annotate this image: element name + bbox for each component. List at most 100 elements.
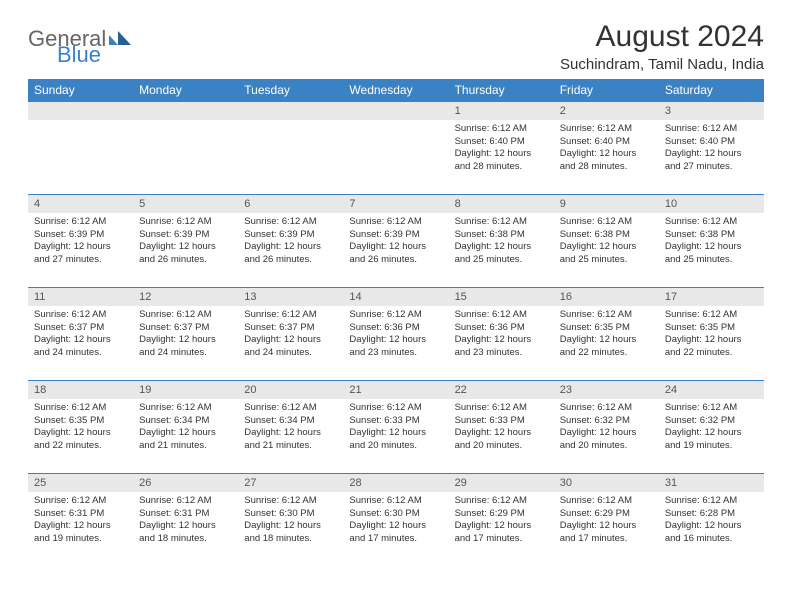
day-details: Sunrise: 6:12 AMSunset: 6:37 PMDaylight:…	[238, 306, 343, 361]
sunrise-text: Sunrise: 6:12 AM	[455, 216, 548, 229]
daylight-text: Daylight: 12 hours and 22 minutes.	[665, 334, 758, 359]
sunrise-text: Sunrise: 6:12 AM	[560, 495, 653, 508]
daylight-text: Daylight: 12 hours and 21 minutes.	[244, 427, 337, 452]
sunrise-text: Sunrise: 6:12 AM	[560, 402, 653, 415]
day-details: Sunrise: 6:12 AMSunset: 6:37 PMDaylight:…	[133, 306, 238, 361]
day-details	[238, 120, 343, 175]
sunrise-text: Sunrise: 6:12 AM	[665, 309, 758, 322]
day-number: 3	[659, 102, 764, 120]
calendar-day-cell: 28Sunrise: 6:12 AMSunset: 6:30 PMDayligh…	[343, 474, 448, 567]
daylight-text: Daylight: 12 hours and 24 minutes.	[244, 334, 337, 359]
day-details: Sunrise: 6:12 AMSunset: 6:40 PMDaylight:…	[554, 120, 659, 175]
calendar-week-row: 1Sunrise: 6:12 AMSunset: 6:40 PMDaylight…	[28, 102, 764, 195]
day-number	[238, 102, 343, 120]
day-number	[28, 102, 133, 120]
sunset-text: Sunset: 6:29 PM	[455, 508, 548, 521]
day-details: Sunrise: 6:12 AMSunset: 6:39 PMDaylight:…	[133, 213, 238, 268]
calendar-day-cell: 31Sunrise: 6:12 AMSunset: 6:28 PMDayligh…	[659, 474, 764, 567]
sunrise-text: Sunrise: 6:12 AM	[349, 309, 442, 322]
day-details: Sunrise: 6:12 AMSunset: 6:33 PMDaylight:…	[449, 399, 554, 454]
daylight-text: Daylight: 12 hours and 18 minutes.	[244, 520, 337, 545]
sunset-text: Sunset: 6:36 PM	[349, 322, 442, 335]
weekday-header: Saturday	[659, 79, 764, 102]
day-number: 10	[659, 195, 764, 213]
day-number: 1	[449, 102, 554, 120]
sunset-text: Sunset: 6:37 PM	[244, 322, 337, 335]
sunset-text: Sunset: 6:38 PM	[455, 229, 548, 242]
day-number: 19	[133, 381, 238, 399]
calendar-day-cell: 4Sunrise: 6:12 AMSunset: 6:39 PMDaylight…	[28, 195, 133, 288]
sunset-text: Sunset: 6:31 PM	[34, 508, 127, 521]
sunrise-text: Sunrise: 6:12 AM	[34, 495, 127, 508]
sunrise-text: Sunrise: 6:12 AM	[560, 309, 653, 322]
daylight-text: Daylight: 12 hours and 24 minutes.	[139, 334, 232, 359]
sunset-text: Sunset: 6:34 PM	[244, 415, 337, 428]
calendar-day-cell: 23Sunrise: 6:12 AMSunset: 6:32 PMDayligh…	[554, 381, 659, 474]
sunrise-text: Sunrise: 6:12 AM	[34, 309, 127, 322]
day-details: Sunrise: 6:12 AMSunset: 6:40 PMDaylight:…	[659, 120, 764, 175]
day-number: 14	[343, 288, 448, 306]
sunrise-text: Sunrise: 6:12 AM	[455, 123, 548, 136]
daylight-text: Daylight: 12 hours and 27 minutes.	[34, 241, 127, 266]
sunrise-text: Sunrise: 6:12 AM	[665, 216, 758, 229]
page-title: August 2024	[560, 20, 764, 54]
sunrise-text: Sunrise: 6:12 AM	[455, 495, 548, 508]
sunrise-text: Sunrise: 6:12 AM	[349, 402, 442, 415]
header: General August 2024 Suchindram, Tamil Na…	[28, 20, 764, 73]
day-number: 23	[554, 381, 659, 399]
sunset-text: Sunset: 6:33 PM	[349, 415, 442, 428]
sunrise-text: Sunrise: 6:12 AM	[455, 402, 548, 415]
day-number: 9	[554, 195, 659, 213]
day-details: Sunrise: 6:12 AMSunset: 6:39 PMDaylight:…	[28, 213, 133, 268]
calendar-day-cell	[238, 102, 343, 195]
day-number: 30	[554, 474, 659, 492]
sunset-text: Sunset: 6:32 PM	[665, 415, 758, 428]
day-details: Sunrise: 6:12 AMSunset: 6:37 PMDaylight:…	[28, 306, 133, 361]
day-number: 16	[554, 288, 659, 306]
day-details: Sunrise: 6:12 AMSunset: 6:38 PMDaylight:…	[554, 213, 659, 268]
day-number: 7	[343, 195, 448, 213]
daylight-text: Daylight: 12 hours and 19 minutes.	[665, 427, 758, 452]
calendar-week-row: 25Sunrise: 6:12 AMSunset: 6:31 PMDayligh…	[28, 474, 764, 567]
day-details: Sunrise: 6:12 AMSunset: 6:34 PMDaylight:…	[238, 399, 343, 454]
sunrise-text: Sunrise: 6:12 AM	[139, 495, 232, 508]
page-subtitle: Suchindram, Tamil Nadu, India	[560, 56, 764, 73]
calendar-day-cell: 15Sunrise: 6:12 AMSunset: 6:36 PMDayligh…	[449, 288, 554, 381]
calendar-day-cell: 18Sunrise: 6:12 AMSunset: 6:35 PMDayligh…	[28, 381, 133, 474]
calendar-day-cell: 7Sunrise: 6:12 AMSunset: 6:39 PMDaylight…	[343, 195, 448, 288]
calendar-day-cell: 29Sunrise: 6:12 AMSunset: 6:29 PMDayligh…	[449, 474, 554, 567]
day-number: 25	[28, 474, 133, 492]
weekday-header: Friday	[554, 79, 659, 102]
calendar-day-cell	[343, 102, 448, 195]
sunset-text: Sunset: 6:35 PM	[34, 415, 127, 428]
day-number	[133, 102, 238, 120]
day-details: Sunrise: 6:12 AMSunset: 6:35 PMDaylight:…	[659, 306, 764, 361]
day-number: 28	[343, 474, 448, 492]
weekday-header: Wednesday	[343, 79, 448, 102]
daylight-text: Daylight: 12 hours and 17 minutes.	[349, 520, 442, 545]
sunset-text: Sunset: 6:32 PM	[560, 415, 653, 428]
day-details: Sunrise: 6:12 AMSunset: 6:28 PMDaylight:…	[659, 492, 764, 547]
daylight-text: Daylight: 12 hours and 27 minutes.	[665, 148, 758, 173]
sunset-text: Sunset: 6:39 PM	[244, 229, 337, 242]
daylight-text: Daylight: 12 hours and 19 minutes.	[34, 520, 127, 545]
daylight-text: Daylight: 12 hours and 25 minutes.	[560, 241, 653, 266]
day-details: Sunrise: 6:12 AMSunset: 6:32 PMDaylight:…	[659, 399, 764, 454]
day-number: 31	[659, 474, 764, 492]
sunset-text: Sunset: 6:28 PM	[665, 508, 758, 521]
day-number: 11	[28, 288, 133, 306]
calendar-week-row: 18Sunrise: 6:12 AMSunset: 6:35 PMDayligh…	[28, 381, 764, 474]
daylight-text: Daylight: 12 hours and 23 minutes.	[455, 334, 548, 359]
sunrise-text: Sunrise: 6:12 AM	[560, 123, 653, 136]
calendar-day-cell: 20Sunrise: 6:12 AMSunset: 6:34 PMDayligh…	[238, 381, 343, 474]
sunrise-text: Sunrise: 6:12 AM	[139, 309, 232, 322]
sunset-text: Sunset: 6:30 PM	[244, 508, 337, 521]
calendar-day-cell: 30Sunrise: 6:12 AMSunset: 6:29 PMDayligh…	[554, 474, 659, 567]
day-number: 5	[133, 195, 238, 213]
day-details: Sunrise: 6:12 AMSunset: 6:38 PMDaylight:…	[659, 213, 764, 268]
daylight-text: Daylight: 12 hours and 20 minutes.	[349, 427, 442, 452]
day-number: 15	[449, 288, 554, 306]
day-number: 6	[238, 195, 343, 213]
sunset-text: Sunset: 6:40 PM	[560, 136, 653, 149]
day-details	[133, 120, 238, 175]
